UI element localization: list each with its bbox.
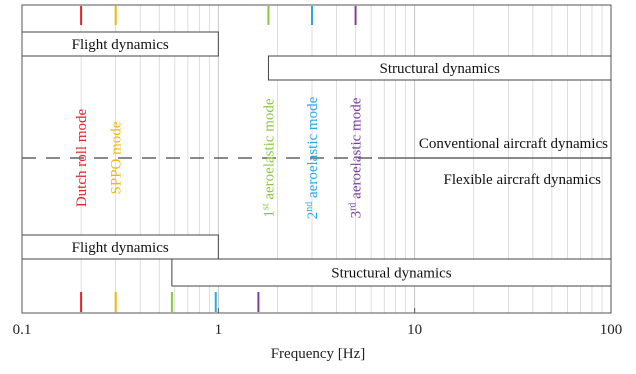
x-axis-title: Frequency [Hz] xyxy=(271,346,366,362)
flight-dynamics-top-label: Flight dynamics xyxy=(72,37,169,53)
flexible-dynamics-label: Flexible aircraft dynamics xyxy=(444,172,602,188)
mode-label: 3rd aeroelastic mode xyxy=(348,97,365,218)
tick-label: 100 xyxy=(600,322,623,338)
mode-label: Dutch roll mode xyxy=(74,109,90,208)
tick-label: 10 xyxy=(407,322,422,338)
mode-label: SPPO mode xyxy=(109,121,125,194)
flight-dynamics-bottom-label: Flight dynamics xyxy=(72,240,169,256)
flight-dynamics-bottom-box xyxy=(21,234,219,260)
structural-dynamics-top-label: Structural dynamics xyxy=(380,61,501,77)
x-axis-ticks: 0.1 1 10 100 xyxy=(13,308,623,338)
flight-dynamics-top-box xyxy=(21,31,219,57)
structural-dynamics-top-box xyxy=(267,55,612,81)
tick-label: 0.1 xyxy=(13,322,32,338)
tick-label: 1 xyxy=(215,322,223,338)
conventional-dynamics-label: Conventional aircraft dynamics xyxy=(419,136,608,152)
dynamics-regions: Flight dynamics Structural dynamics Flight… xyxy=(21,31,612,287)
mode-label: 1st aeroelastic mode xyxy=(260,98,277,217)
mode-label: 2nd aeroelastic mode xyxy=(304,96,321,219)
mode-markers: Dutch roll mode SPPO mode 1st aeroelastic … xyxy=(74,6,365,312)
structural-dynamics-bottom-label: Structural dynamics xyxy=(331,266,452,282)
divider-line: Conventional aircraft dynamics Flexible a… xyxy=(22,136,611,188)
plot-frame xyxy=(21,4,612,314)
